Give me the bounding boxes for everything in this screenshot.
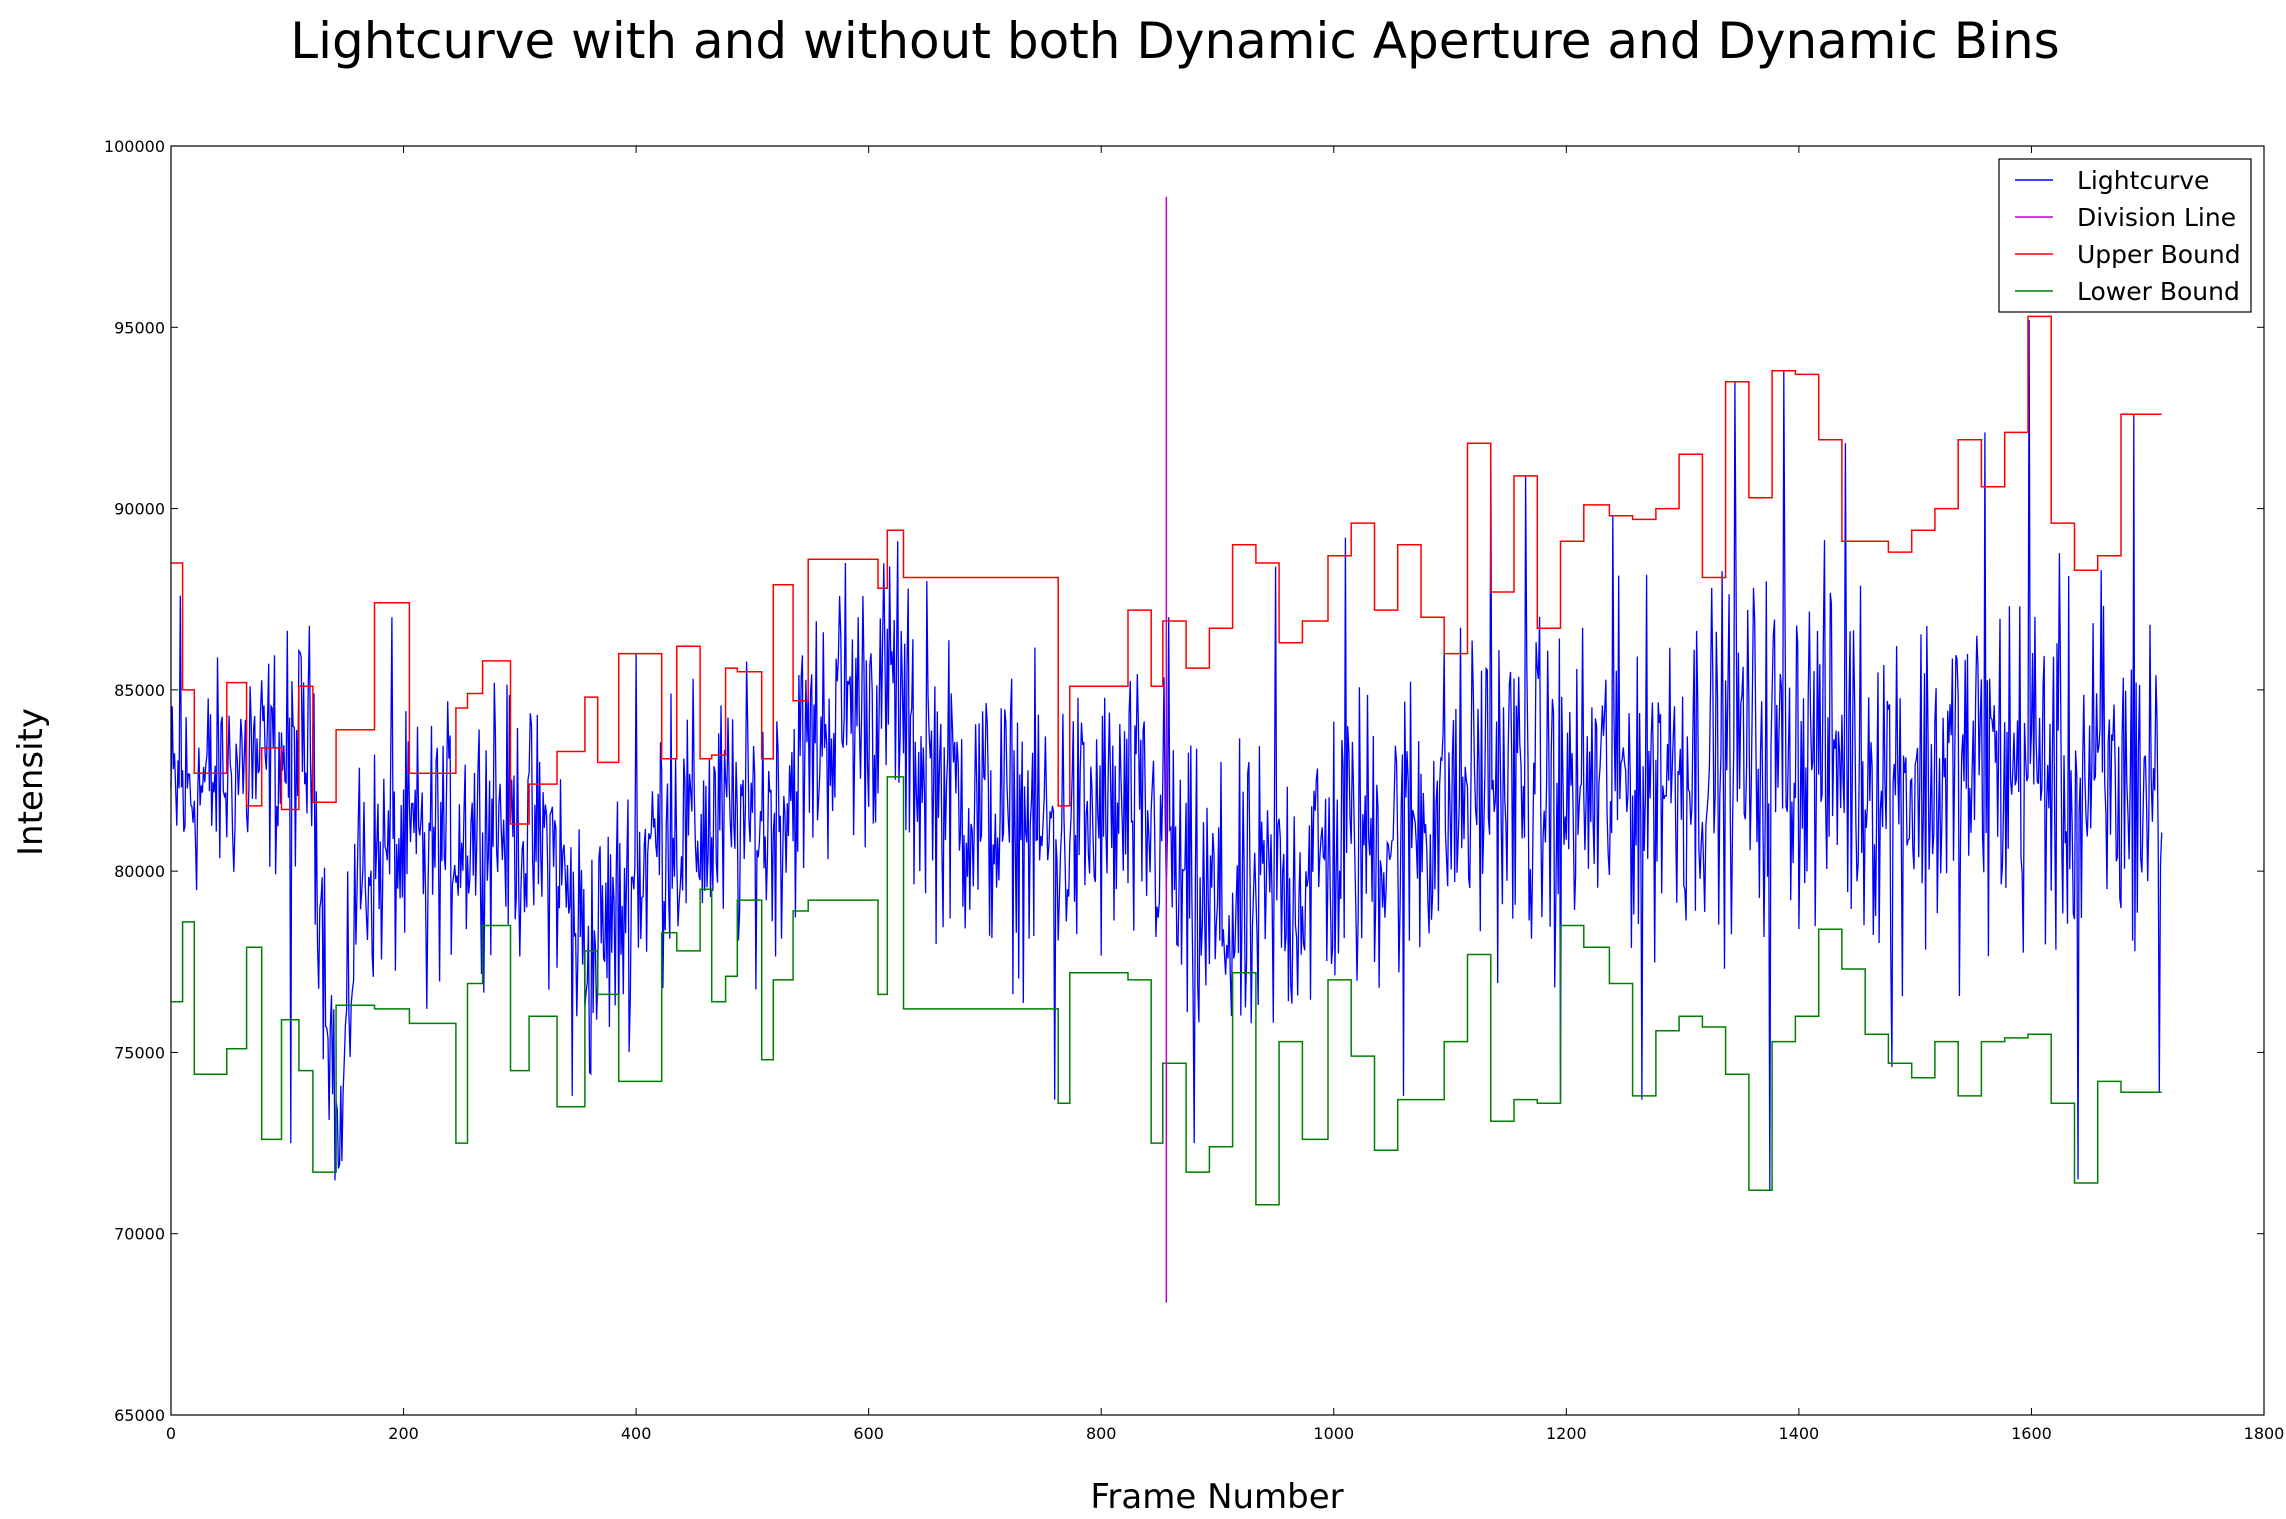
x-tick-label: 1200 (1546, 1424, 1587, 1443)
y-tick-label: 75000 (114, 1043, 165, 1062)
legend-label-lightcurve: Lightcurve (2077, 166, 2209, 195)
axis-ticks: 0 200 400 600 800 1000 1200 1400 1600 1800 65000 70… (104, 137, 2284, 1443)
legend-label-division-line: Division Line (2077, 203, 2236, 232)
x-tick-label: 0 (166, 1424, 176, 1443)
y-tick-label: 65000 (114, 1406, 165, 1425)
upper-bound-line (171, 315, 2162, 825)
x-tick-label: 400 (621, 1424, 652, 1443)
y-axis-label: Intensity (11, 708, 51, 856)
legend-label-lower-bound: Lower Bound (2077, 277, 2240, 306)
plot-frame (170, 145, 2265, 1416)
y-tick-label: 100000 (104, 137, 165, 156)
legend: Lightcurve Division Line Upper Bound Lower … (1998, 158, 2252, 313)
x-tick-label: 600 (853, 1424, 884, 1443)
x-tick-label: 1600 (2011, 1424, 2052, 1443)
y-tick-label: 85000 (114, 681, 165, 700)
legend-label-upper-bound: Upper Bound (2077, 240, 2241, 269)
x-tick-label: 200 (388, 1424, 419, 1443)
x-tick-label: 800 (1086, 1424, 1117, 1443)
x-tick-label: 1400 (1779, 1424, 1820, 1443)
x-tick-label: 1800 (2244, 1424, 2285, 1443)
legend-box (1998, 158, 2252, 313)
lower-bound-line (171, 776, 2162, 1206)
plot-area (170, 196, 2163, 1303)
y-tick-label: 90000 (114, 500, 165, 519)
x-axis-label: Frame Number (1090, 1477, 1343, 1517)
y-tick-label: 80000 (114, 862, 165, 881)
x-tick-label: 1000 (1313, 1424, 1354, 1443)
chart-title: Lightcurve with and without both Dynamic… (290, 12, 2059, 70)
y-tick-label: 70000 (114, 1225, 165, 1244)
y-tick-label: 95000 (114, 318, 165, 337)
